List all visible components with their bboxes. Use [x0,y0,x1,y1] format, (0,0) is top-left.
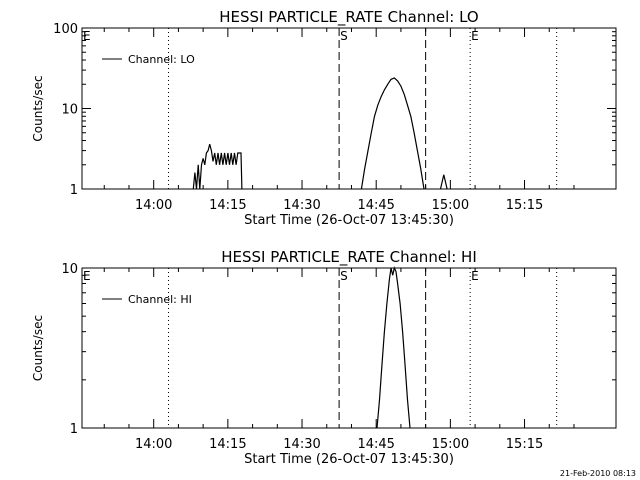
x-tick-label: 14:45 [357,437,394,452]
x-tick-label: 14:15 [209,198,246,213]
x-tick-label: 14:00 [135,437,172,452]
y-tick-label: 10 [61,262,78,277]
series-line [439,174,448,190]
chart-title: HESSI PARTICLE_RATE Channel: HI [221,248,477,267]
time-marker-label: E [471,29,479,43]
plot-frame [81,267,617,429]
x-tick-label: 15:15 [506,198,543,213]
y-tick-label: 1 [70,422,78,437]
y-tick-label: 1 [70,183,78,198]
series-line [376,266,411,429]
x-tick-label: 15:00 [432,437,469,452]
time-marker-label: S [340,29,348,43]
x-tick-label: 14:15 [209,437,246,452]
x-tick-label: 14:30 [283,198,320,213]
x-tick-label: 15:15 [506,437,543,452]
chart-panel-2: HESSI PARTICLE_RATE Channel: HI Start Tim… [31,248,617,467]
time-marker-label: E [83,29,91,43]
time-marker-label: E [471,269,479,283]
footer-date-stamp: 21-Feb-2010 08:13 [560,469,636,478]
x-tick-label: 14:00 [135,198,172,213]
x-axis-label: Start Time (26-Oct-07 13:45:30) [244,213,454,228]
series-line [192,144,243,190]
chart-panel-1: HESSI PARTICLE_RATE Channel: LO Start Tim… [31,8,617,228]
y-tick-label: 10 [61,103,78,118]
legend-label: Channel: LO [128,53,195,66]
legend-label: Channel: HI [128,293,192,306]
x-tick-label: 15:00 [432,198,469,213]
y-tick-label: 100 [53,22,78,37]
y-axis-label: Counts/sec [31,75,45,141]
chart-title: HESSI PARTICLE_RATE Channel: LO [219,8,478,27]
series-line [360,77,425,190]
x-tick-label: 14:45 [357,198,394,213]
time-marker-label: E [83,269,91,283]
y-axis-label: Counts/sec [31,315,45,381]
x-axis-label: Start Time (26-Oct-07 13:45:30) [244,452,454,467]
time-marker-label: S [340,269,348,283]
x-tick-label: 14:30 [283,437,320,452]
